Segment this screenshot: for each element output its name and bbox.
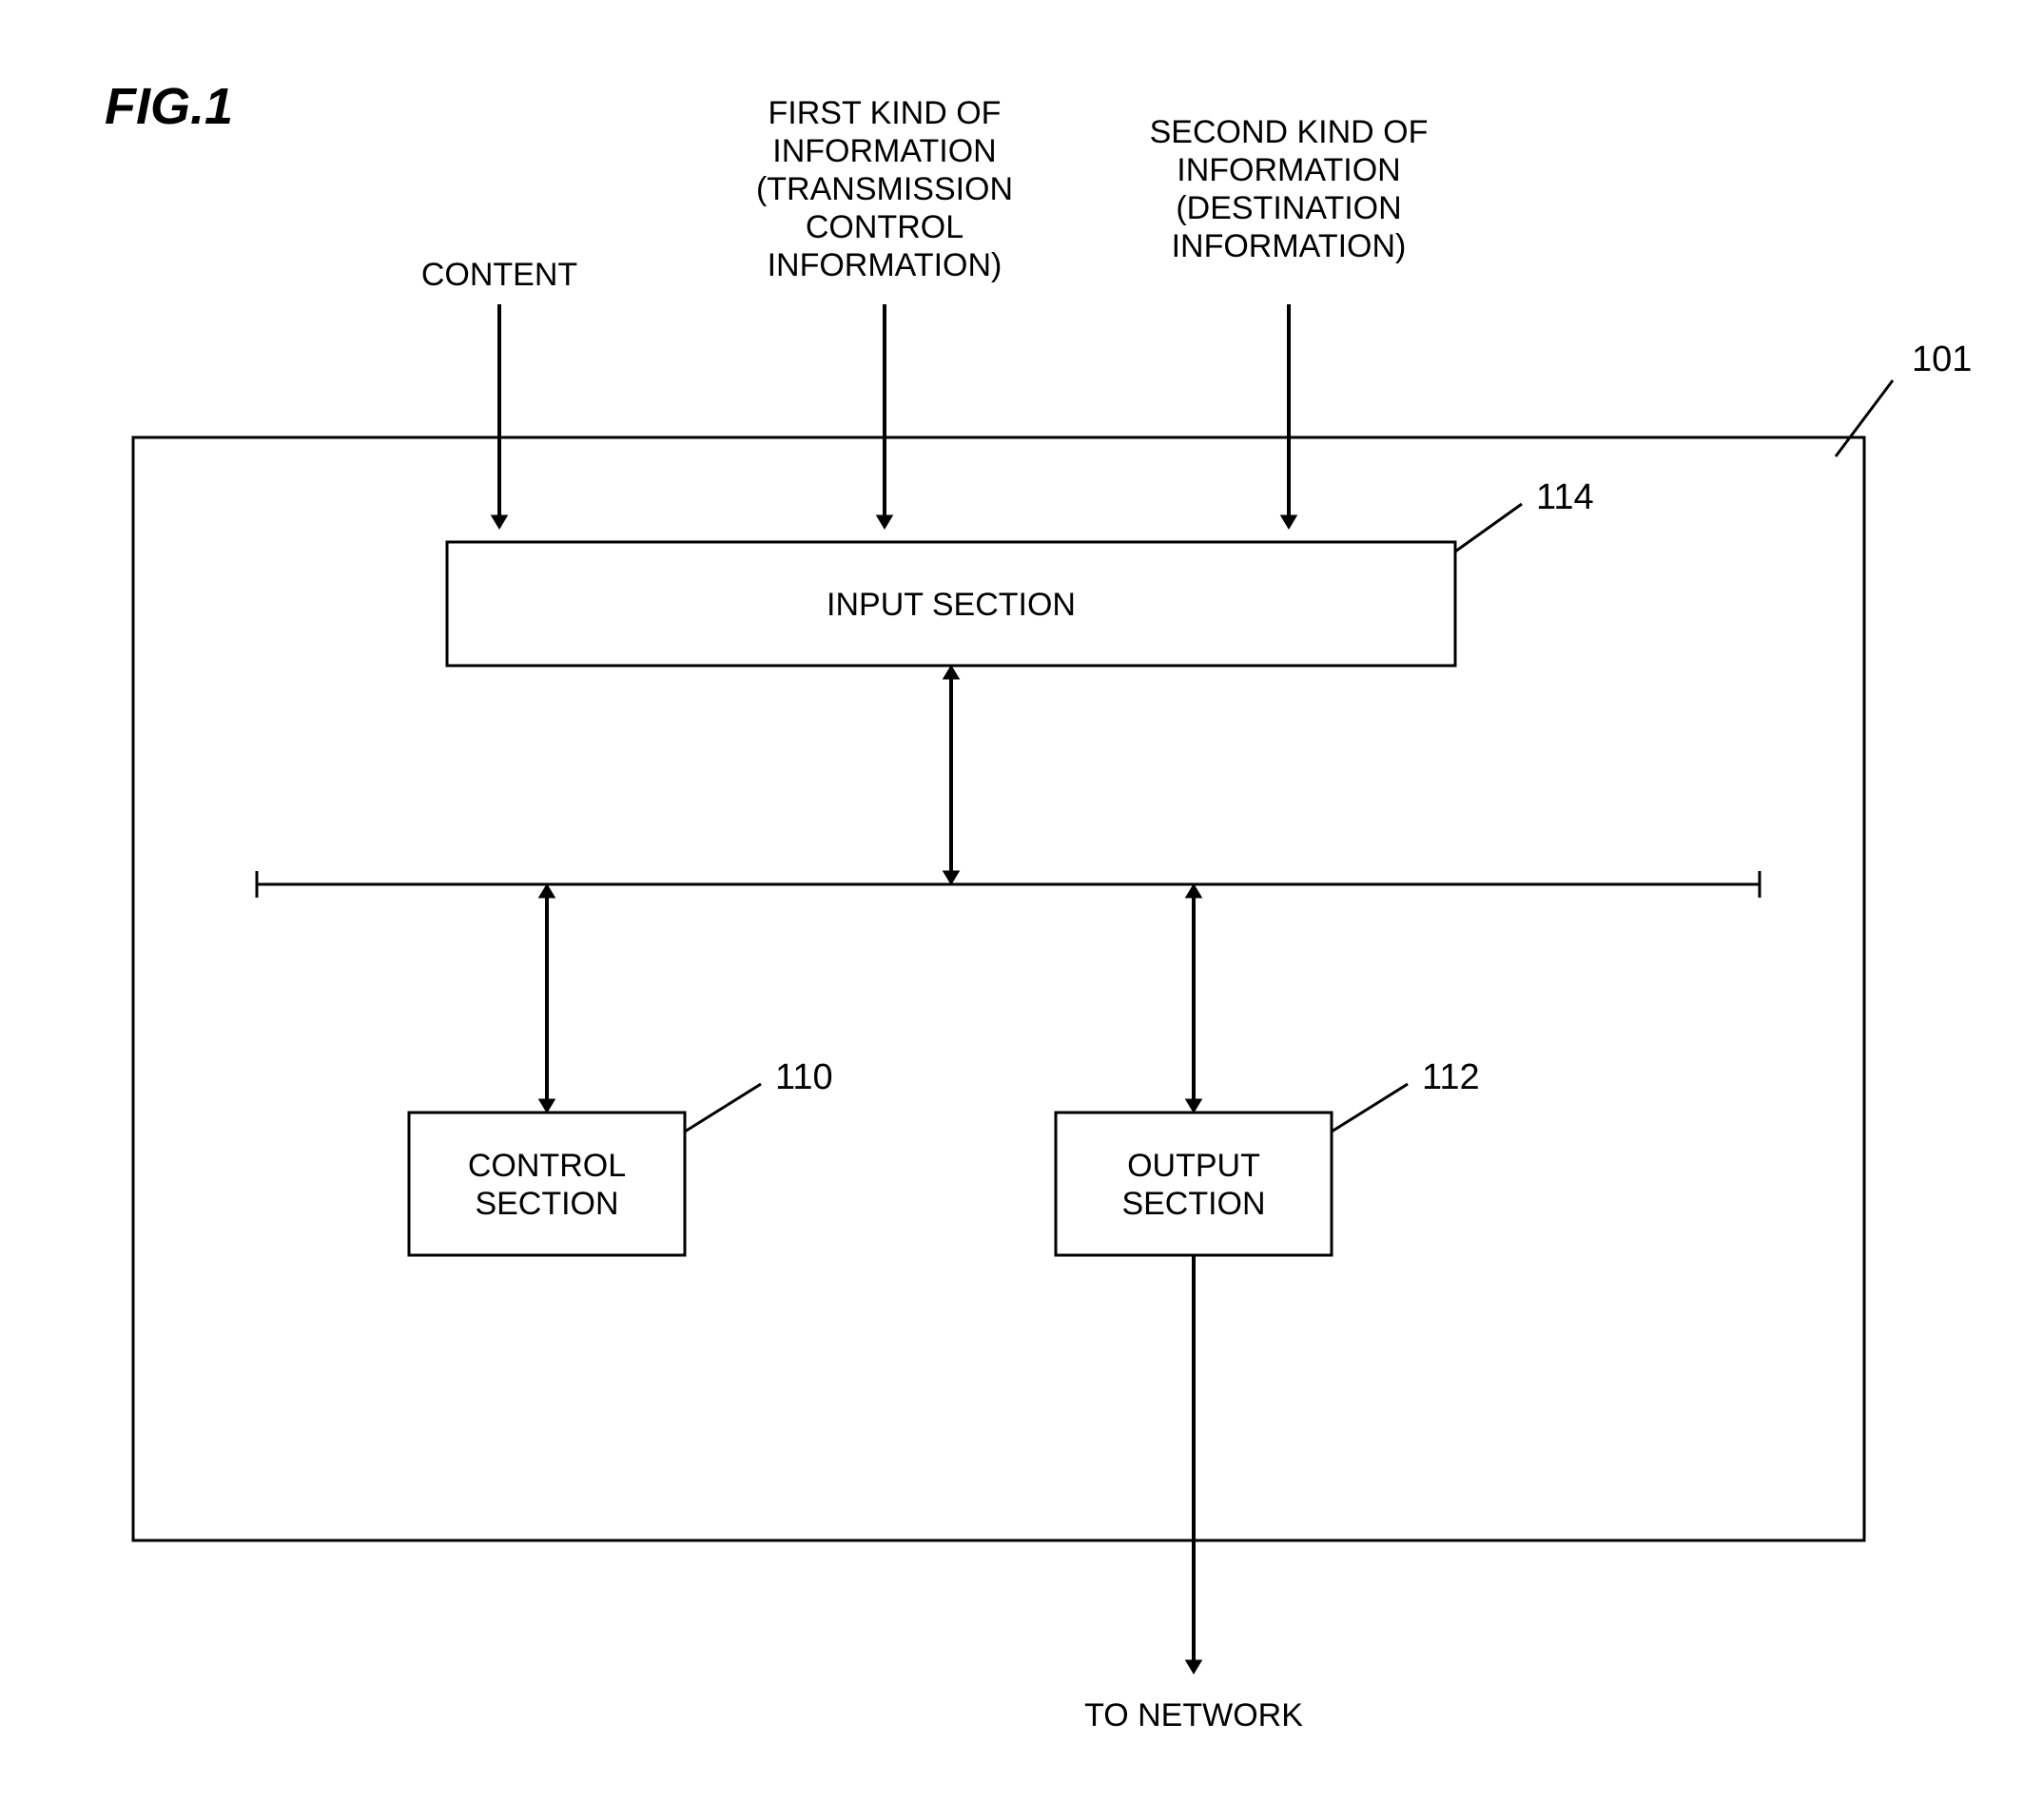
output-section-label: SECTION xyxy=(1121,1186,1265,1222)
control-section-box xyxy=(409,1113,685,1255)
content-label: CONTENT xyxy=(421,257,577,293)
input-section-label: INPUT SECTION xyxy=(827,587,1076,623)
second-info-label: (DESTINATION xyxy=(1176,190,1401,226)
output-section-label: OUTPUT xyxy=(1127,1148,1260,1184)
ref-control: 110 xyxy=(775,1057,833,1097)
control-section-label: SECTION xyxy=(475,1186,618,1222)
first-info-label: CONTROL xyxy=(806,209,963,245)
to-network-label: TO NETWORK xyxy=(1084,1697,1303,1733)
second-info-label: INFORMATION xyxy=(1177,152,1400,188)
output-section-box xyxy=(1056,1113,1332,1255)
first-info-label: INFORMATION xyxy=(772,133,996,169)
ref-outer: 101 xyxy=(1912,339,1972,379)
first-info-label: FIRST KIND OF xyxy=(769,95,1002,131)
first-info-label: INFORMATION) xyxy=(768,247,1002,283)
control-section-label: CONTROL xyxy=(468,1148,626,1184)
first-info-label: (TRANSMISSION xyxy=(756,171,1013,207)
ref-input: 114 xyxy=(1536,477,1594,517)
second-info-label: SECOND KIND OF xyxy=(1150,114,1429,150)
figure-title: FIG.1 xyxy=(105,78,233,135)
second-info-label: INFORMATION) xyxy=(1172,228,1407,264)
ref-output: 112 xyxy=(1422,1057,1480,1097)
